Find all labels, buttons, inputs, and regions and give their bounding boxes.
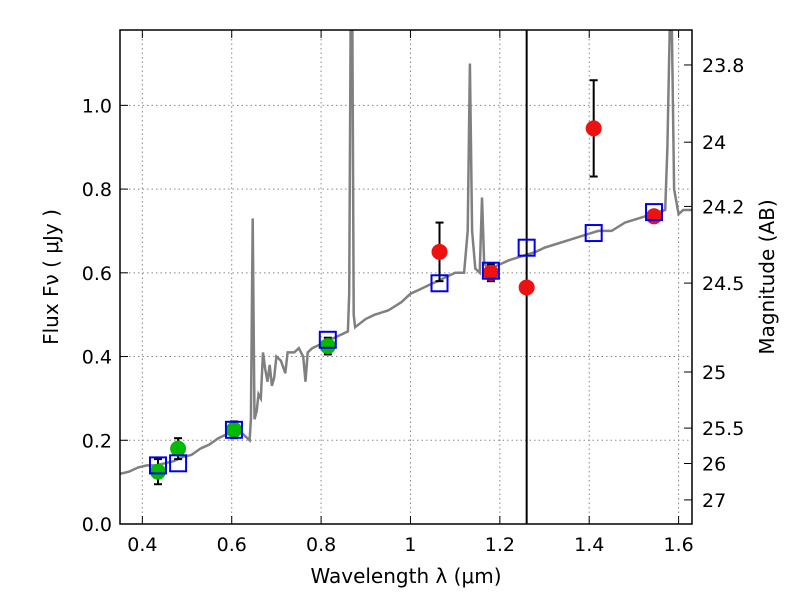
red-point <box>585 120 602 137</box>
x-tick-label: 1.6 <box>663 534 693 556</box>
data-points <box>148 79 664 486</box>
green-point <box>149 463 166 480</box>
model-box <box>169 454 188 473</box>
x-tick-label: 0.6 <box>217 534 247 556</box>
mag-tick-label: 26 <box>702 453 726 475</box>
model-box <box>517 238 536 257</box>
model-box <box>481 261 500 280</box>
red-point <box>646 208 663 225</box>
green-point <box>319 338 336 355</box>
model-box <box>584 224 603 243</box>
y-tick-label: 0.0 <box>82 514 112 536</box>
mag-tick-label: 24 <box>702 132 726 154</box>
mag-tick-label: 24.5 <box>702 273 744 295</box>
model-box <box>148 456 167 475</box>
y-tick-label: 0.6 <box>82 263 112 285</box>
green-point <box>225 421 242 438</box>
y-tick-label: 0.8 <box>82 179 112 201</box>
model-box <box>318 330 337 349</box>
mag-tick-label: 27 <box>702 490 726 512</box>
mag-tick-label: 23.8 <box>702 55 744 77</box>
model-box <box>224 420 243 439</box>
x-tick-label: 0.4 <box>127 534 157 556</box>
spectrum-line <box>120 30 692 476</box>
spectrum <box>120 30 692 476</box>
x-tick-label: 1 <box>404 534 416 556</box>
mag-tick-label: 24.2 <box>702 196 744 218</box>
red-point <box>482 264 499 281</box>
plot-frame <box>119 29 693 525</box>
green-point <box>170 440 187 457</box>
x-axis-label: Wavelength λ (μm) <box>310 564 501 588</box>
grid <box>120 30 692 524</box>
red-point <box>431 243 448 260</box>
mag-tick-label: 25 <box>702 362 726 384</box>
y-axis-right-label: Magnitude (AB) <box>755 199 779 354</box>
x-tick-label: 0.8 <box>306 534 336 556</box>
y-tick-label: 0.4 <box>82 347 112 369</box>
axis-ticks: 0.4 0.6 0.8 1 1.2 1.4 1.6 0.0 0.2 0.4 0.6 0.8 1.0 23.… <box>82 30 744 556</box>
x-tick-label: 1.4 <box>574 534 604 556</box>
y-axis-label: Flux Fν ( μJy ) <box>39 209 63 345</box>
x-tick-label: 1.2 <box>485 534 515 556</box>
model-box <box>430 274 449 293</box>
red-point <box>518 279 535 296</box>
mag-tick-label: 25.5 <box>702 418 744 440</box>
y-tick-label: 0.2 <box>82 430 112 452</box>
model-box <box>645 203 664 222</box>
y-tick-label: 1.0 <box>82 95 112 117</box>
